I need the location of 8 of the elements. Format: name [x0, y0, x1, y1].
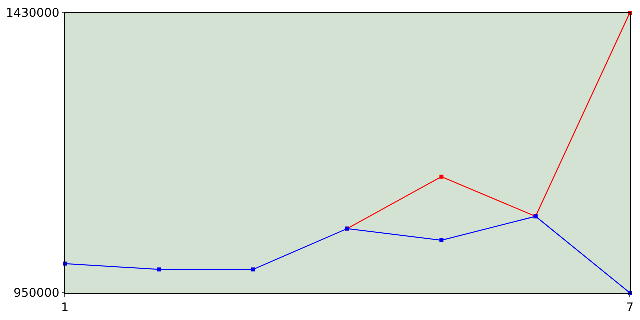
x-tick-label: 1: [61, 300, 69, 314]
x-tick-label: 7: [626, 300, 634, 314]
y-tick-label: 950000: [14, 286, 60, 300]
y-tick-label: 1430000: [6, 6, 60, 20]
point: [440, 238, 444, 242]
point: [251, 268, 256, 272]
point: [157, 268, 162, 272]
point: [440, 174, 444, 179]
